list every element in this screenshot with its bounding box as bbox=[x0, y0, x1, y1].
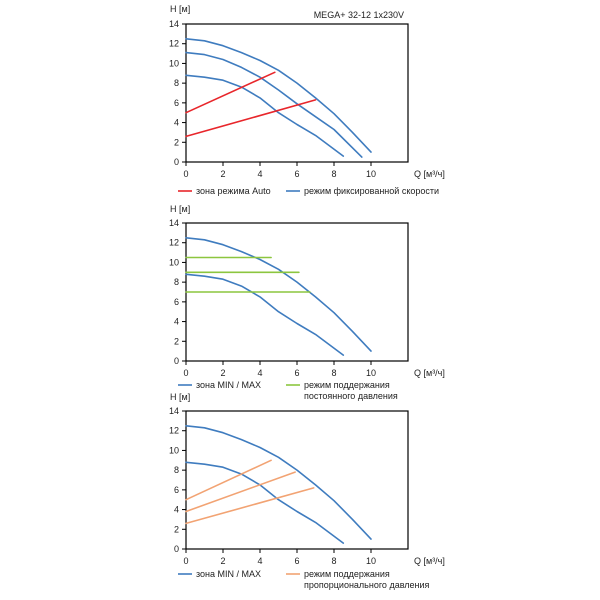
x-tick-label: 2 bbox=[220, 556, 225, 566]
x-tick-label: 2 bbox=[220, 169, 225, 179]
y-tick-label: 2 bbox=[174, 524, 179, 534]
y-tick-label: 0 bbox=[174, 544, 179, 554]
x-tick-label: 6 bbox=[294, 368, 299, 378]
y-tick-label: 0 bbox=[174, 356, 179, 366]
y-tick-label: 14 bbox=[169, 19, 179, 29]
chart-panel-2: 0 2 4 6 8 10 12 14 0 2 4 6 8 10 H [м] Q [м³/ч] зона MIN … bbox=[169, 204, 445, 401]
series-line-minmax-1 bbox=[185, 424, 372, 540]
y-tick-label: 4 bbox=[174, 118, 179, 128]
chart-panel-3: 0 2 4 6 8 10 12 14 0 2 4 6 8 10 H [м] Q [м³/ч] зона MIN … bbox=[169, 392, 445, 590]
series-line-fixed-2 bbox=[185, 51, 363, 158]
x-axis-label: Q [м³/ч] bbox=[414, 368, 445, 378]
x-tick-label: 2 bbox=[220, 368, 225, 378]
series-line-minmax-1 bbox=[185, 237, 372, 352]
chart-panel-1: 0 2 4 6 8 10 12 14 0 2 4 6 8 10 H [м] Q [м³/ч] MEGA+ 32-… bbox=[169, 4, 445, 196]
x-tick-label: 8 bbox=[331, 169, 336, 179]
x-tick-label: 8 bbox=[331, 368, 336, 378]
x-tick-label: 6 bbox=[294, 169, 299, 179]
x-tick-label: 10 bbox=[366, 556, 376, 566]
y-axis-label: H [м] bbox=[170, 392, 190, 402]
x-tick-label: 0 bbox=[183, 556, 188, 566]
y-tick-label: 8 bbox=[174, 277, 179, 287]
x-tick-label: 4 bbox=[257, 169, 262, 179]
x-tick-label: 4 bbox=[257, 556, 262, 566]
y-tick-label: 12 bbox=[169, 426, 179, 436]
y-tick-label: 4 bbox=[174, 317, 179, 327]
x-tick-label: 4 bbox=[257, 368, 262, 378]
legend-label: пропорционального давления bbox=[304, 580, 430, 590]
y-tick-label: 6 bbox=[174, 98, 179, 108]
y-tick-label: 10 bbox=[169, 58, 179, 68]
y-tick-label: 10 bbox=[169, 257, 179, 267]
legend-label: постоянного давления bbox=[304, 391, 398, 401]
y-tick-label: 6 bbox=[174, 297, 179, 307]
legend-label: зона режима Auto bbox=[196, 186, 271, 196]
legend-label: зона MIN / MAX bbox=[196, 380, 261, 390]
y-tick-label: 8 bbox=[174, 78, 179, 88]
y-tick-label: 12 bbox=[169, 238, 179, 248]
x-axis-label: Q [м³/ч] bbox=[414, 556, 445, 566]
series-line-proportional-4 bbox=[185, 471, 296, 513]
legend-label: режим поддержания bbox=[304, 380, 390, 390]
series-line-fixed-1 bbox=[185, 37, 372, 153]
series-line-auto-4 bbox=[185, 71, 276, 114]
series-line-fixed-3 bbox=[185, 74, 345, 157]
legend-label: режим поддержания bbox=[304, 569, 390, 579]
y-tick-label: 6 bbox=[174, 485, 179, 495]
y-axis-label: H [м] bbox=[170, 204, 190, 214]
x-tick-label: 0 bbox=[183, 169, 188, 179]
chart-title: MEGA+ 32-12 1x230V bbox=[314, 10, 404, 20]
y-tick-label: 14 bbox=[169, 218, 179, 228]
y-tick-label: 12 bbox=[169, 39, 179, 49]
legend-label: зона MIN / MAX bbox=[196, 569, 261, 579]
y-tick-label: 10 bbox=[169, 445, 179, 455]
x-tick-label: 10 bbox=[366, 169, 376, 179]
y-tick-label: 2 bbox=[174, 336, 179, 346]
series-line-proportional-5 bbox=[185, 487, 315, 525]
legend-label: режим фиксированной скорости bbox=[304, 186, 439, 196]
y-tick-label: 4 bbox=[174, 505, 179, 515]
y-tick-label: 8 bbox=[174, 465, 179, 475]
x-axis-label: Q [м³/ч] bbox=[414, 169, 445, 179]
y-tick-label: 0 bbox=[174, 157, 179, 167]
y-tick-label: 2 bbox=[174, 137, 179, 147]
series-line-proportional-3 bbox=[185, 459, 272, 501]
x-tick-label: 8 bbox=[331, 556, 336, 566]
y-axis-label: H [м] bbox=[170, 4, 190, 14]
x-tick-label: 10 bbox=[366, 368, 376, 378]
x-tick-label: 6 bbox=[294, 556, 299, 566]
y-tick-label: 14 bbox=[169, 406, 179, 416]
series-line-minmax-2 bbox=[185, 273, 345, 356]
series-line-auto-5 bbox=[185, 99, 317, 138]
x-tick-label: 0 bbox=[183, 368, 188, 378]
